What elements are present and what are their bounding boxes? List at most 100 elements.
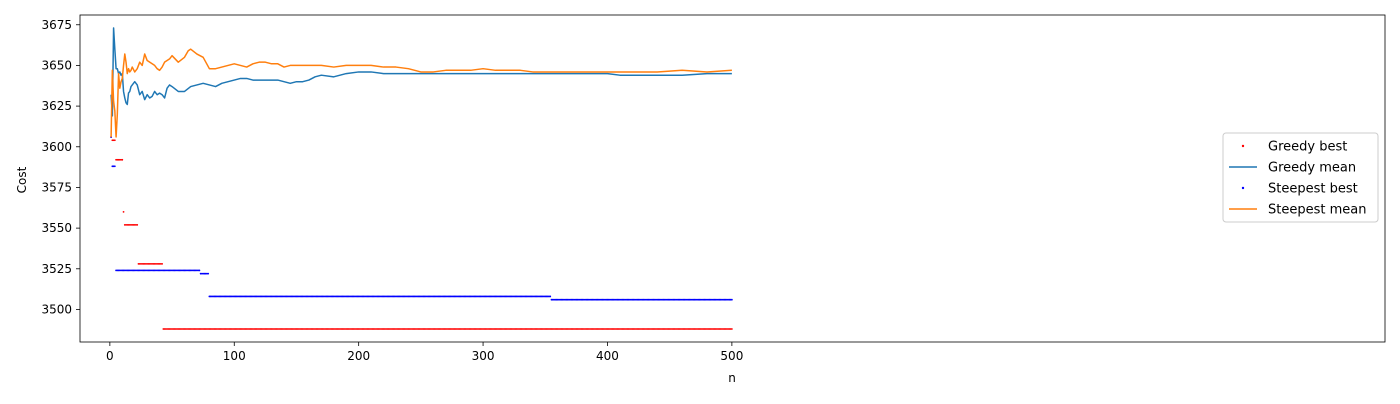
data-point [693,328,696,330]
data-point [689,328,692,330]
data-point [643,298,646,301]
data-point [526,328,529,330]
data-point [396,328,399,330]
data-point [617,328,620,330]
data-point [408,328,411,330]
data-point [675,328,677,330]
data-point [625,328,628,330]
data-point [146,269,149,272]
data-point [660,328,662,330]
data-point [523,328,526,330]
data-point [508,295,511,298]
data-point [259,295,262,298]
data-point [577,328,580,330]
data-point [576,298,579,301]
data-point [334,295,336,298]
data-point [478,328,481,330]
y-tick-label: 3575 [41,180,72,194]
data-point [291,328,294,330]
data-point [451,295,453,298]
data-point [278,295,280,298]
data-point [453,295,456,298]
data-point [268,295,270,298]
data-point [723,298,726,301]
data-point [288,328,290,330]
data-point [514,295,517,298]
data-point [614,298,616,301]
data-point [131,269,134,272]
data-point [615,328,618,330]
data-point [594,328,596,330]
data-point [156,269,159,272]
data-point [188,328,191,330]
data-point [569,298,572,301]
data-point [463,295,466,298]
data-point [665,328,667,330]
data-point [194,269,197,272]
data-point [352,328,355,330]
data-point [707,328,710,330]
data-point [601,298,604,301]
data-point [131,223,134,226]
data-point [559,298,562,301]
data-point [633,298,636,301]
data-point [585,298,588,301]
data-point [479,328,482,330]
data-point [434,328,437,330]
data-point [428,295,431,298]
data-point [599,328,601,330]
data-point [245,295,248,298]
data-point [597,328,600,330]
data-point [709,328,712,330]
data-point [245,328,248,330]
data-point [342,328,345,330]
data-point [201,272,203,275]
data-point [549,328,552,330]
data-point [623,298,626,301]
data-point [146,263,149,265]
data-point [507,295,509,298]
data-point [327,295,330,298]
data-point [213,295,216,298]
data-point [436,295,438,298]
data-point [574,298,577,301]
data-point [694,328,697,330]
data-point [723,328,726,330]
data-point [183,328,186,330]
data-point [596,328,599,330]
data-point [423,295,426,298]
data-point [301,328,304,330]
data-point [458,328,461,330]
data-point [543,328,545,330]
data-point [260,328,263,330]
data-point [582,298,585,301]
data-point [336,295,339,298]
data-point [260,295,263,298]
data-point [514,328,517,330]
data-point [166,269,168,272]
data-point [454,295,457,298]
data-point [179,328,182,330]
data-point [464,295,467,298]
data-point [178,328,181,330]
data-point [463,328,466,330]
data-point [617,298,620,301]
data-point [586,328,589,330]
data-point [316,295,319,298]
data-point [154,263,157,265]
data-point [228,328,231,330]
data-point [145,263,147,265]
data-point [335,328,338,330]
data-point [638,298,641,301]
data-point [621,328,624,330]
data-point [666,328,669,330]
data-point [295,295,298,298]
data-point [136,223,139,226]
data-point [480,328,483,330]
data-point [228,295,231,298]
data-point [270,328,273,330]
data-point [427,295,430,298]
data-point [488,328,491,330]
data-point [225,295,228,298]
